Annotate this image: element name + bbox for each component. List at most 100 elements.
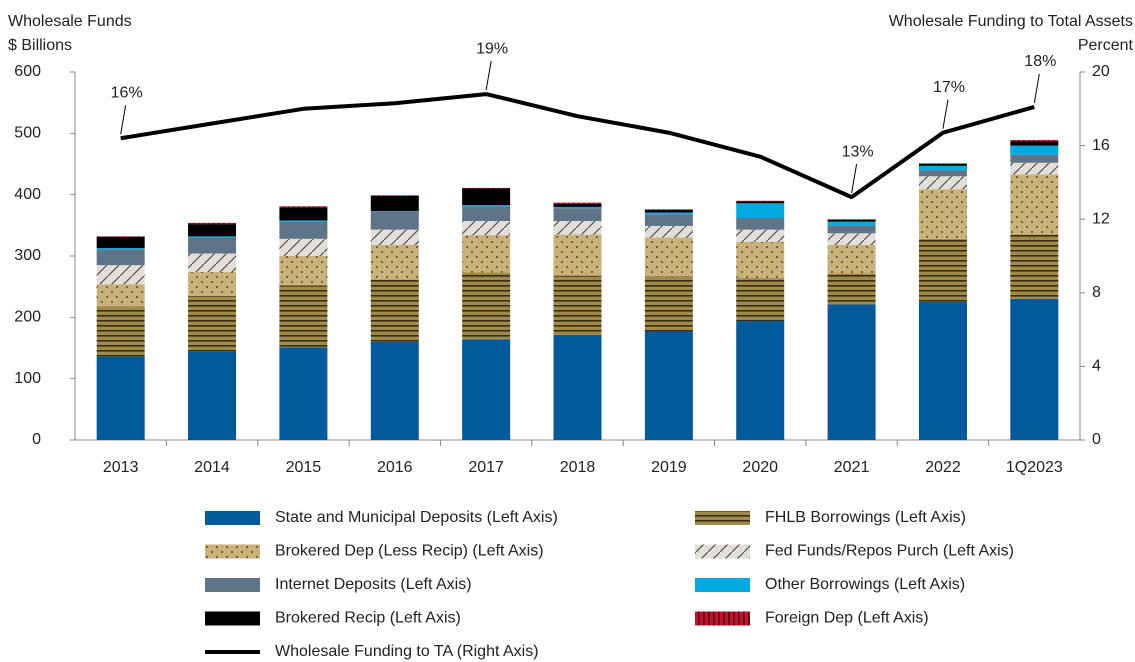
y2-axis-unit: Percent xyxy=(1078,37,1134,54)
y-axis-title: Wholesale Funds xyxy=(8,13,132,30)
bar-segment xyxy=(462,205,511,207)
x-tick-label: 2014 xyxy=(194,459,230,476)
x-tick-label: 2020 xyxy=(742,459,778,476)
bar-segment xyxy=(918,163,967,164)
label-leader xyxy=(851,164,858,194)
bar-segment xyxy=(553,202,602,204)
bar-segment xyxy=(370,229,419,245)
y-tick-label: 100 xyxy=(14,370,41,387)
bar-segment xyxy=(279,221,328,239)
bar-segment xyxy=(188,253,237,272)
legend-swatch xyxy=(695,544,750,559)
legend-label: Other Borrowings (Left Axis) xyxy=(765,576,965,593)
x-tick-label: 2013 xyxy=(103,459,139,476)
bar-segment xyxy=(553,275,602,336)
bar-segment xyxy=(644,276,693,332)
bar-segment xyxy=(370,279,419,342)
bar-segment xyxy=(553,203,602,207)
data-label: 19% xyxy=(476,40,508,57)
bar-segment xyxy=(279,347,328,440)
y-tick-label: 500 xyxy=(14,125,41,142)
legend-swatch xyxy=(695,611,750,626)
x-tick-label: 2021 xyxy=(834,459,870,476)
legend-label: Brokered Recip (Left Axis) xyxy=(275,610,461,627)
bar-segment xyxy=(553,234,602,276)
legend-label: Brokered Dep (Less Recip) (Left Axis) xyxy=(275,543,544,560)
bar-segment xyxy=(96,284,145,307)
bar-segment xyxy=(644,209,693,210)
bar-segment xyxy=(827,273,876,305)
bar-segment xyxy=(96,236,145,237)
bar-segment xyxy=(188,222,237,225)
data-label: 13% xyxy=(842,143,874,160)
y-tick-label: 600 xyxy=(14,63,41,80)
bar-segment xyxy=(462,206,511,222)
x-tick-label: 2017 xyxy=(468,459,504,476)
x-tick-label: 2016 xyxy=(377,459,413,476)
legend-label: Fed Funds/Repos Purch (Left Axis) xyxy=(765,543,1014,560)
bar-segment xyxy=(918,164,967,166)
bar-segment xyxy=(188,271,237,296)
bar-segment xyxy=(188,237,237,254)
legend-label: State and Municipal Deposits (Left Axis) xyxy=(275,509,558,526)
bar-segment xyxy=(827,233,876,245)
bar-segment xyxy=(827,219,876,220)
bar-segment xyxy=(644,212,693,215)
bar-segment xyxy=(1010,140,1059,142)
bar-segment xyxy=(279,256,328,286)
bar-segment xyxy=(96,249,145,266)
legend-label: Internet Deposits (Left Axis) xyxy=(275,576,472,593)
bar-segment xyxy=(918,170,967,177)
bar-segment xyxy=(736,200,785,202)
label-leader xyxy=(120,105,127,135)
bar-segment xyxy=(736,241,785,279)
x-tick-label: 2015 xyxy=(286,459,322,476)
y2-tick-label: 0 xyxy=(1092,431,1101,448)
bar-segment xyxy=(918,189,967,239)
y-tick-label: 300 xyxy=(14,247,41,264)
bar-segment xyxy=(918,302,967,440)
bar-segment xyxy=(553,221,602,235)
legend-swatch xyxy=(695,578,750,592)
label-leader xyxy=(1033,73,1040,104)
bar-segment xyxy=(462,221,511,236)
y2-tick-label: 16 xyxy=(1092,137,1110,154)
bar-segment xyxy=(827,304,876,440)
legend-swatch xyxy=(695,511,750,525)
bar-segment xyxy=(918,165,967,171)
bar-segment xyxy=(370,211,419,230)
y-tick-label: 400 xyxy=(14,186,41,203)
bar-segment xyxy=(96,356,145,440)
label-leader xyxy=(942,99,949,129)
bar-segment xyxy=(188,295,237,352)
bar-segment xyxy=(553,335,602,440)
bar-segment xyxy=(827,244,876,274)
data-label: 16% xyxy=(111,84,143,101)
bar-segment xyxy=(1010,234,1059,299)
bar-segment xyxy=(736,201,785,204)
bar-segment xyxy=(644,237,693,277)
bar-segment xyxy=(96,265,145,285)
legend-swatch xyxy=(205,611,260,626)
bar-segment xyxy=(188,224,237,237)
y2-tick-label: 4 xyxy=(1092,358,1101,375)
bar-segment xyxy=(827,219,876,222)
data-label: 18% xyxy=(1024,53,1056,70)
bar-segment xyxy=(462,235,511,273)
bar-segment xyxy=(96,248,145,250)
bar-segment xyxy=(370,211,419,212)
bar-segment xyxy=(736,203,785,218)
legend-swatch xyxy=(205,544,260,559)
bar-segment xyxy=(96,236,145,249)
bar-segment xyxy=(827,225,876,234)
bar-segment xyxy=(1010,298,1059,440)
y2-tick-label: 20 xyxy=(1092,63,1110,80)
legend-swatch xyxy=(205,511,260,525)
bar-segment xyxy=(918,238,967,302)
bar-segment xyxy=(736,229,785,242)
x-tick-label: 2022 xyxy=(925,459,961,476)
bar-segment xyxy=(370,195,419,212)
bar-segment xyxy=(279,206,328,208)
